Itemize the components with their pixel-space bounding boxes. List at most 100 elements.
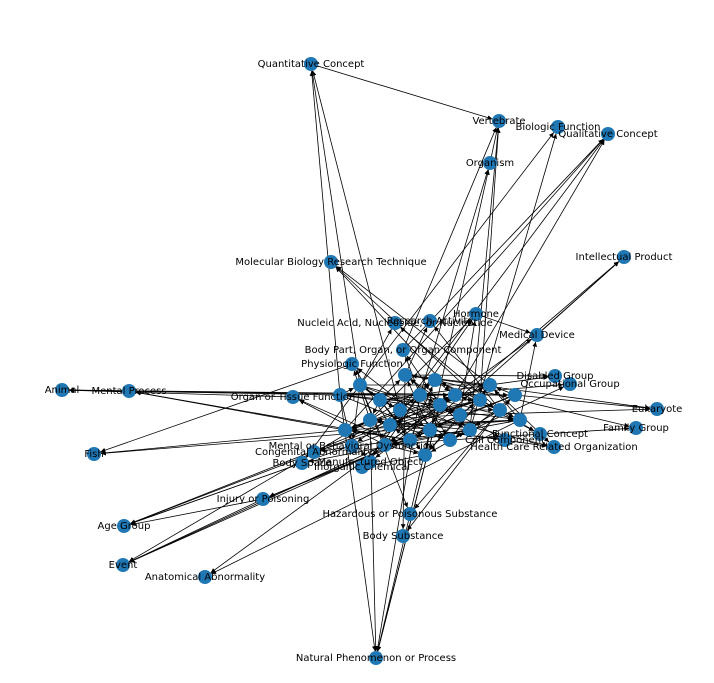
node — [87, 447, 101, 461]
node — [353, 378, 367, 392]
node — [324, 255, 338, 269]
edge — [359, 384, 383, 439]
edge — [359, 132, 555, 386]
node-label: Body Substance — [363, 531, 444, 542]
edge — [514, 394, 651, 411]
node — [513, 413, 527, 427]
node — [483, 378, 497, 392]
node — [530, 328, 544, 342]
node — [373, 393, 387, 407]
node — [483, 156, 497, 170]
node — [629, 421, 643, 435]
node-label: Medical Device — [499, 330, 575, 341]
node — [547, 440, 561, 454]
edge — [407, 381, 431, 431]
node — [345, 439, 359, 453]
edge — [404, 374, 651, 410]
node-label: Qualitative Concept — [558, 129, 657, 140]
edge — [368, 454, 426, 468]
node — [117, 519, 131, 533]
node — [345, 357, 359, 371]
node-label: Fish — [84, 449, 103, 460]
edge — [309, 70, 341, 396]
node-label: Event — [109, 560, 138, 571]
node — [448, 388, 462, 402]
node — [563, 377, 577, 391]
edge — [310, 63, 493, 120]
edge — [519, 341, 538, 421]
edge — [129, 444, 386, 563]
node-label: Natural Phenomenon or Process — [296, 653, 456, 664]
edges — [68, 63, 651, 652]
node — [55, 383, 69, 397]
edge — [410, 378, 461, 416]
node — [548, 369, 562, 383]
node-label: Inorganic Chemical — [314, 462, 410, 473]
node — [286, 390, 300, 404]
node — [423, 423, 437, 437]
node — [498, 433, 512, 447]
node — [533, 427, 547, 441]
node-label: Mental Process — [91, 386, 166, 397]
node-label: Manufactured Object — [318, 457, 423, 468]
edge — [311, 70, 401, 411]
node — [378, 438, 392, 452]
node-label: Body Part, Organ, or Organ Component — [305, 345, 502, 356]
node-label: Congenital Abnormality — [255, 447, 373, 458]
node — [469, 307, 483, 321]
edge — [454, 139, 605, 396]
node-label: Organism — [466, 158, 514, 169]
node — [398, 368, 412, 382]
node-label: Animal — [45, 385, 80, 396]
node — [396, 343, 410, 357]
node-label: Disabled Group — [516, 371, 593, 382]
node — [307, 445, 321, 459]
node — [388, 316, 402, 330]
edge — [406, 409, 501, 531]
node — [393, 403, 407, 417]
nodes — [55, 57, 664, 665]
node — [463, 423, 477, 437]
node-label: Research Activity — [387, 316, 474, 327]
node — [551, 120, 565, 134]
edge — [100, 419, 521, 456]
edge — [68, 387, 294, 398]
node — [428, 373, 442, 387]
node-label: Hazardous or Poisonous Substance — [323, 509, 498, 520]
node — [295, 456, 309, 470]
node — [383, 418, 397, 432]
edge — [344, 138, 604, 431]
node — [116, 558, 130, 572]
node — [453, 408, 467, 422]
edge — [359, 328, 392, 386]
node-label: Nucleic Acid, Nucleoside, or Nucleotide — [297, 318, 493, 329]
edge — [211, 419, 521, 575]
edge — [351, 429, 411, 441]
node-label: Physiologic Function — [301, 359, 403, 370]
node — [443, 433, 457, 447]
edge — [339, 394, 377, 652]
node — [492, 114, 506, 128]
node-label: Organ or Tissue Function — [231, 392, 355, 403]
node — [403, 507, 417, 521]
node — [617, 250, 631, 264]
node-label: Age Group — [98, 521, 151, 532]
edge — [402, 127, 497, 351]
node-label: Body Space — [273, 458, 332, 469]
node — [508, 388, 522, 402]
edge — [310, 70, 361, 386]
node — [304, 57, 318, 71]
edge — [130, 462, 303, 525]
node — [403, 433, 417, 447]
node-label: Vertebrate — [472, 116, 525, 127]
node-label: Biologic Function — [516, 122, 601, 133]
node — [369, 651, 383, 665]
edge — [130, 498, 264, 527]
node — [418, 448, 432, 462]
edge — [100, 363, 353, 453]
node-label: Hormone — [453, 309, 499, 320]
node-label: Mental or Behavioral Dysfunction — [269, 441, 436, 452]
node — [493, 403, 507, 417]
